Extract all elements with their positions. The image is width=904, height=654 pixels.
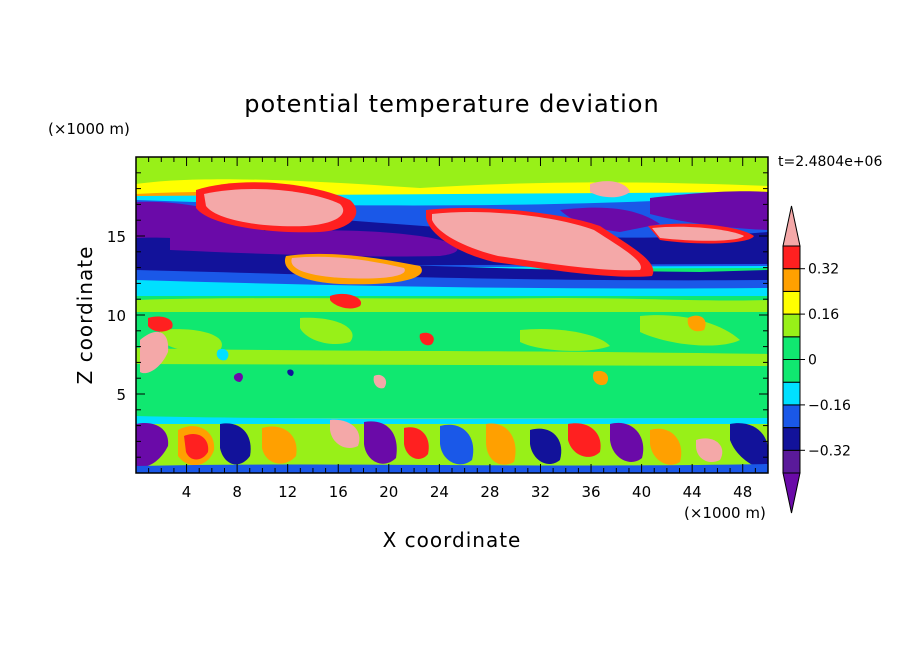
x-tick-label: 4 (182, 483, 192, 501)
x-tick-label: 44 (683, 483, 702, 501)
colorbar-tick-label: 0.16 (808, 307, 839, 323)
x-unit-label: (×1000 m) (684, 504, 766, 522)
mid-light-region-1 (160, 329, 222, 353)
low-left-pink (140, 331, 169, 374)
y-axis-label: Z coordinate (73, 246, 97, 385)
colorbar-swatch (782, 381, 801, 406)
colorbar-over-triangle (782, 205, 801, 247)
colorbar: 0.32 0.16 0 −0.16 −0.32 (782, 205, 851, 514)
mid-light-region-2 (300, 317, 353, 345)
bl-blob-5-pink (330, 419, 360, 449)
purple-speck-1 (233, 372, 243, 382)
bl-blob-8-blue (440, 424, 474, 465)
x-tick-label: 12 (278, 483, 297, 501)
colorbar-tick-label: 0 (808, 353, 817, 369)
colorbar-under-triangle (782, 472, 801, 514)
warm-blob-left-pink (204, 189, 344, 227)
x-tick-label: 28 (480, 483, 499, 501)
purple-band-right (650, 191, 768, 230)
colorbar-tick-label: −0.16 (808, 398, 851, 414)
bl-blob-6-purple (364, 421, 397, 464)
bl-blob-1-purple (136, 422, 169, 468)
cyan-low-strip (136, 280, 768, 296)
bl-blob-2-red (184, 433, 209, 460)
x-tick-label: 20 (379, 483, 398, 501)
low-left-red (148, 316, 173, 332)
y-tick-label: 10 (107, 307, 126, 325)
colorbar-swatch (782, 245, 801, 270)
navy-speck-1 (287, 369, 294, 376)
x-tick-label: 24 (430, 483, 449, 501)
colorbar-swatch (782, 290, 801, 315)
bl-blob-11-red (568, 423, 601, 457)
chart-title: potential temperature deviation (244, 90, 659, 118)
dot-cluster-5 (592, 370, 609, 386)
bl-cyan-top (136, 416, 768, 424)
x-tick-label: 32 (531, 483, 550, 501)
dot-cluster-2 (419, 332, 434, 346)
bl-blob-13-orange (650, 428, 682, 465)
warm-blob-low-pink (291, 256, 405, 279)
x-tick-label: 36 (581, 483, 600, 501)
warm-blob-center-pink (432, 211, 641, 271)
bl-blob-12-purple (610, 422, 644, 462)
mid-yellow-patch (136, 298, 768, 312)
dot-cluster-4 (373, 374, 387, 389)
colorbar-swatch (782, 404, 801, 429)
x-tick-label: 8 (232, 483, 242, 501)
bl-blob-9-orange (486, 423, 516, 465)
bl-blob-3-blue (220, 423, 251, 465)
dot-cluster-3 (687, 315, 706, 332)
bl-blob-10-navy (530, 428, 562, 465)
dot-cluster-1 (330, 293, 362, 309)
x-tick-label: 16 (329, 483, 348, 501)
warm-blob-right-pink (652, 226, 744, 241)
bl-blob-7-red (404, 427, 429, 459)
colorbar-swatch (782, 427, 801, 451)
y-tick-label: 15 (107, 228, 126, 246)
bl-blob-14-pink (696, 438, 723, 463)
colorbar-swatch (782, 336, 801, 360)
y-unit-label: (×1000 m) (48, 120, 130, 138)
purple-band-left (136, 201, 268, 241)
purple-band-right2 (560, 207, 660, 232)
colorbar-tick-label: 0.32 (808, 262, 839, 278)
mid-light-region-3 (520, 328, 610, 351)
x-tick-label: 40 (632, 483, 651, 501)
time-label: t=2.4804e+06 (778, 154, 882, 170)
x-axis-label: X coordinate (383, 528, 522, 552)
cyan-speck-1 (216, 348, 229, 361)
plot-area (136, 157, 768, 473)
colorbar-tick-label: −0.32 (808, 443, 851, 459)
colorbar-swatch (782, 359, 801, 383)
y-tick-label: 5 (116, 386, 126, 404)
colorbar-swatch (782, 268, 801, 292)
bl-blob-4-orange (262, 426, 297, 464)
colorbar-swatch (782, 449, 801, 474)
colorbar-swatch (782, 313, 801, 338)
mid-light-strip (136, 348, 768, 366)
x-tick-label: 48 (733, 483, 752, 501)
purple-band-mid (170, 230, 458, 257)
mid-light-region-4 (640, 315, 740, 346)
warm-blob-top-right (590, 181, 630, 198)
bl-blob-15-navy (730, 423, 768, 470)
